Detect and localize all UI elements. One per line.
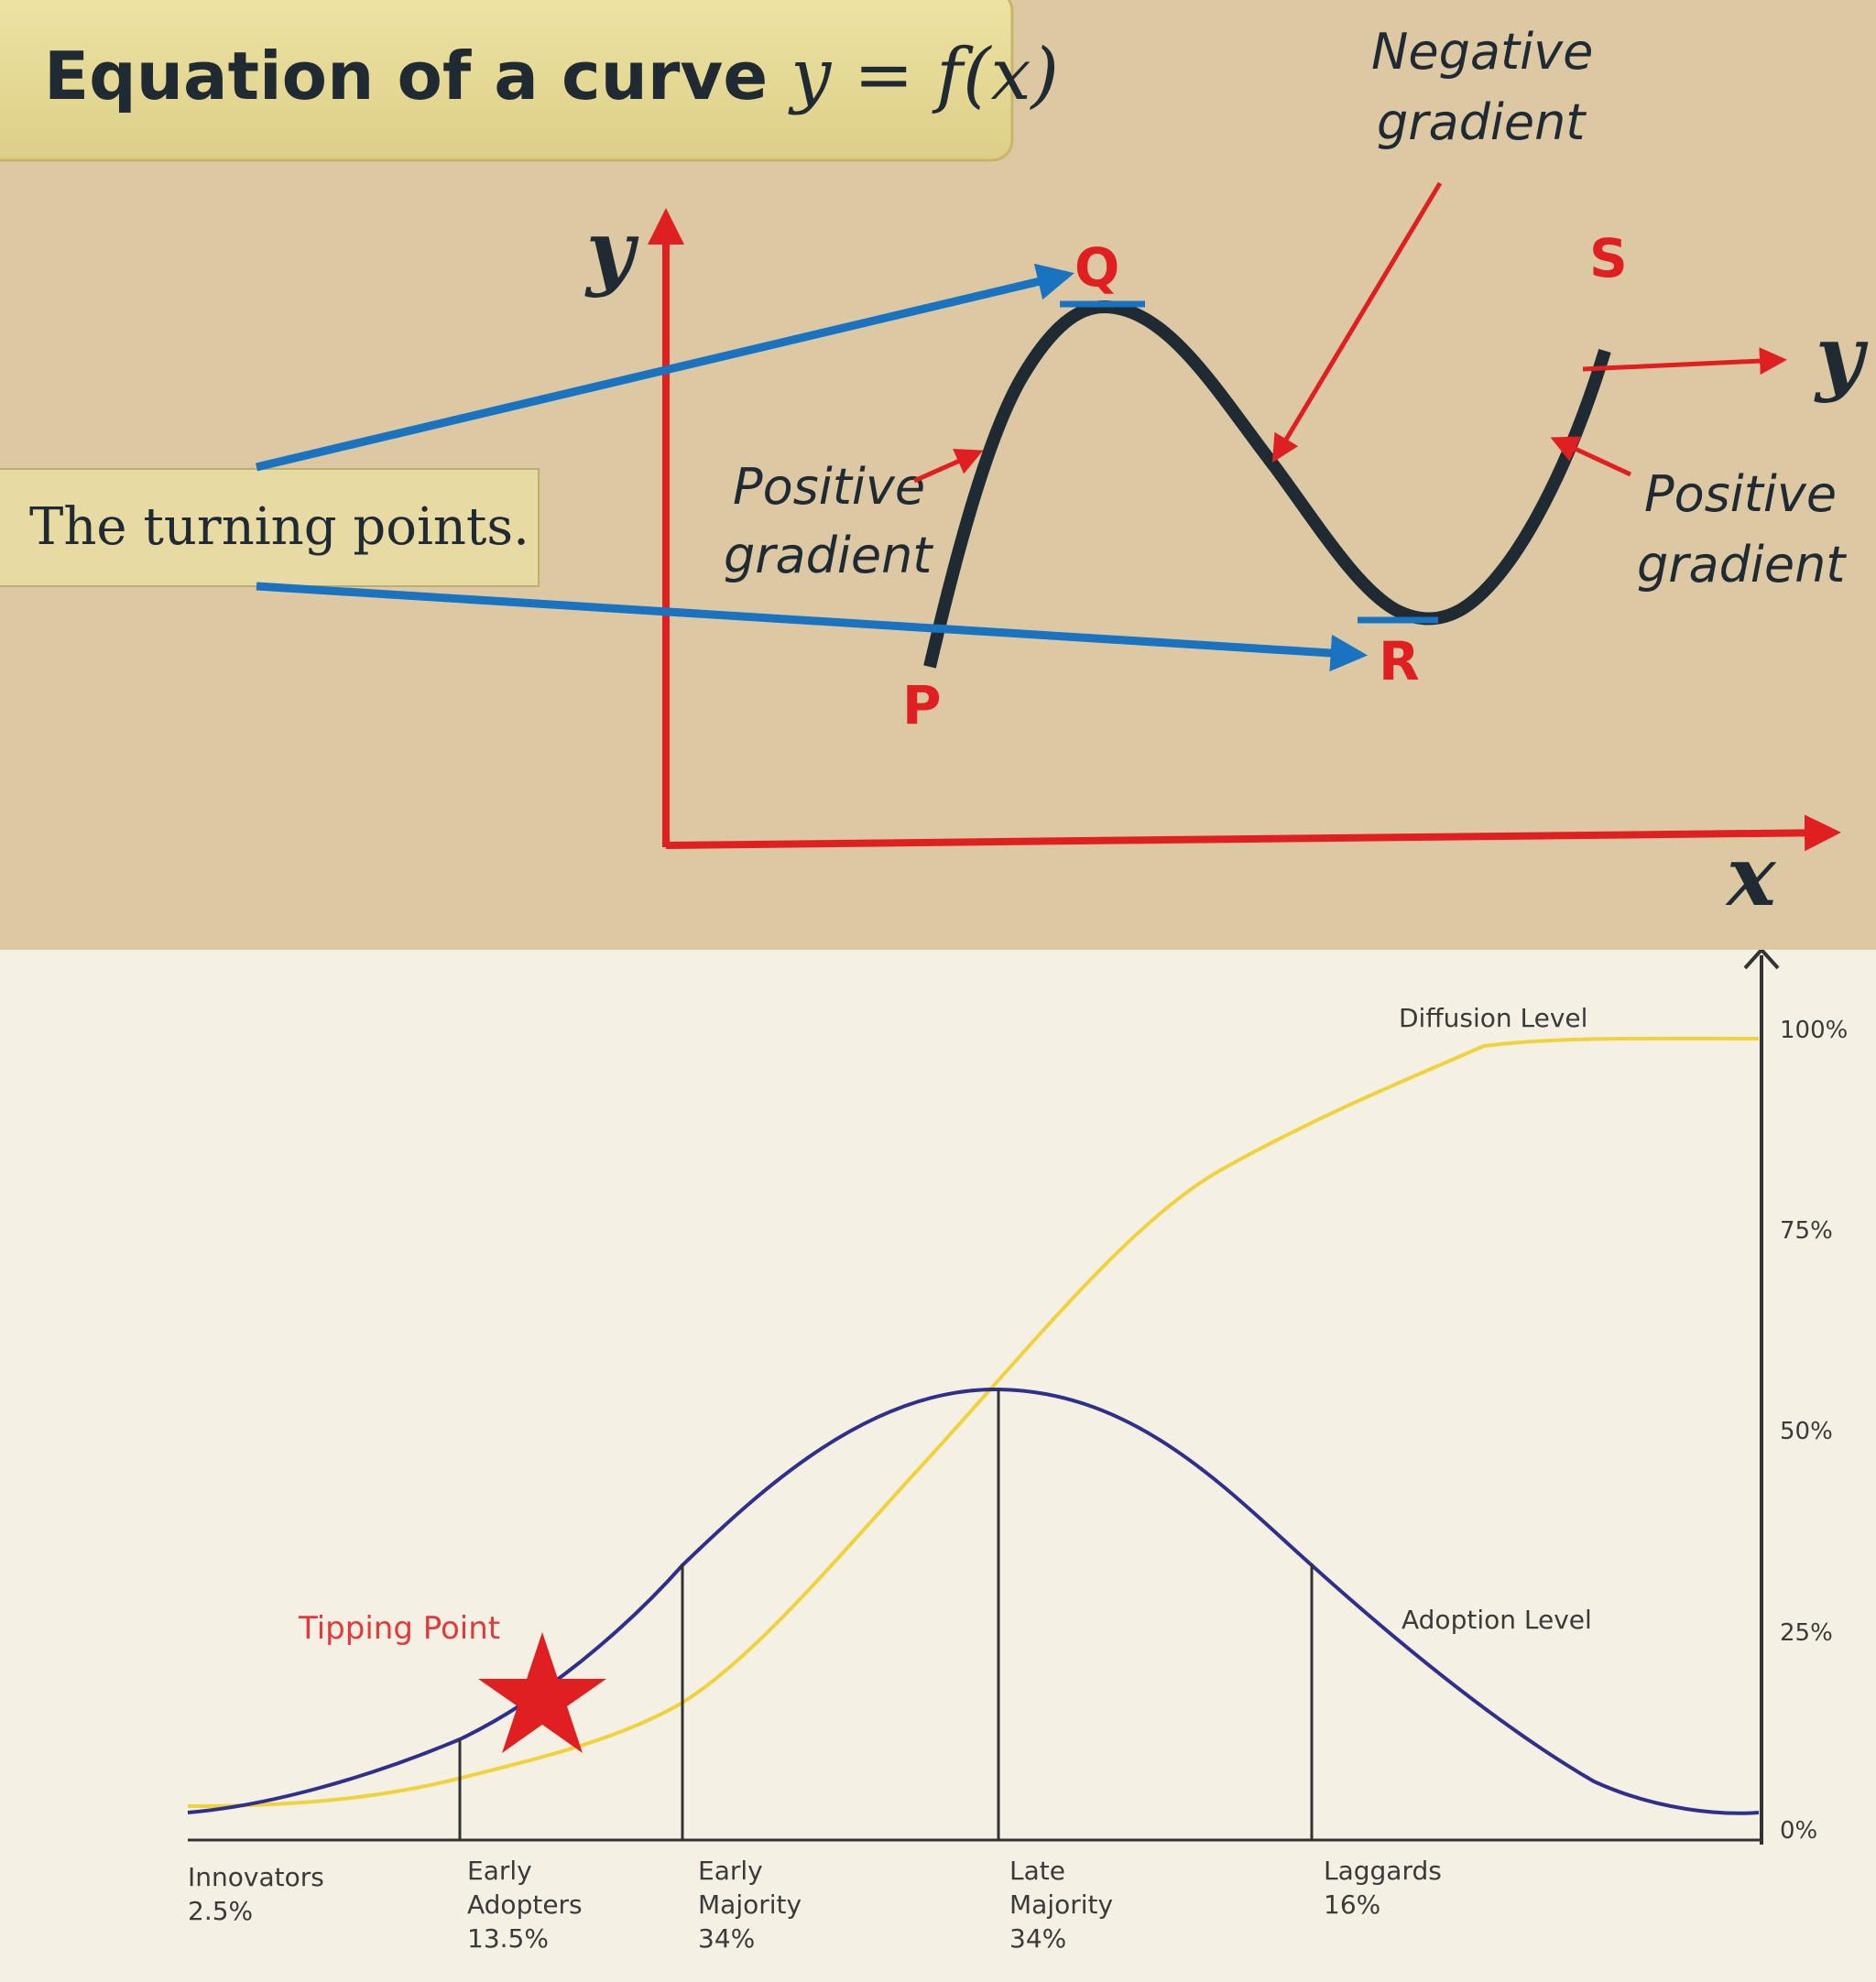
right-y-arrow <box>1582 347 1787 376</box>
x-axis-label: x <box>1725 828 1777 925</box>
category-laggards-line1: Laggards <box>1324 1856 1442 1886</box>
arrow-to-q <box>255 263 1074 472</box>
negative-gradient-arrow <box>1271 181 1443 463</box>
category-late-majority-line3: 34% <box>1009 1923 1066 1954</box>
category-late-majority: Late Majority 34% <box>1009 1856 1113 1954</box>
diffusion-level-label: Diffusion Level <box>1399 1003 1587 1033</box>
category-late-majority-line1: Late <box>1009 1856 1065 1886</box>
y-axis-label: y <box>584 202 639 299</box>
tipping-point-label: Tipping Point <box>298 1610 500 1647</box>
diffusion-curve <box>187 1036 1760 1808</box>
positive-gradient-right-line2: gradient <box>1637 536 1847 594</box>
positive-gradient-right-arrow <box>1550 436 1632 477</box>
category-innovators-line1: Innovators <box>188 1862 324 1892</box>
diffusion-chart: 100% 75% 50% 25% 0% Tipping Point Diffus… <box>187 950 1848 1954</box>
curve-diagram-panel: Equation of a curve y = f(x) The turning… <box>0 0 1876 950</box>
turning-points-label: The turning points. <box>29 497 529 557</box>
point-r-label: R <box>1379 630 1420 692</box>
negative-gradient-line2: gradient <box>1377 93 1587 151</box>
category-laggards: Laggards 16% <box>1324 1856 1442 1920</box>
category-early-adopters-line3: 13.5% <box>467 1923 549 1954</box>
category-innovators-line2: 2.5% <box>188 1896 253 1926</box>
category-early-majority-line3: 34% <box>698 1923 755 1954</box>
category-early-majority-line2: Majority <box>698 1889 802 1920</box>
tipping-point-star <box>478 1632 606 1753</box>
positive-gradient-right-line1: Positive <box>1644 465 1837 523</box>
curve-diagram: Equation of a curve y = f(x) The turning… <box>0 0 1869 925</box>
y-tick-50: 50% <box>1780 1418 1833 1445</box>
positive-gradient-left-line1: Positive <box>733 458 925 516</box>
positive-gradient-left-line2: gradient <box>724 527 933 584</box>
y-tick-100: 100% <box>1780 1017 1848 1044</box>
turning-points-box: The turning points. <box>0 468 540 587</box>
category-early-adopters-line2: Adopters <box>467 1889 583 1920</box>
point-s-label: S <box>1589 227 1628 289</box>
category-early-majority: Early Majority 34% <box>698 1856 802 1954</box>
title: Equation of a curve y = f(x) <box>44 34 1059 116</box>
diffusion-chart-panel: 100% 75% 50% 25% 0% Tipping Point Diffus… <box>0 950 1876 1982</box>
category-late-majority-line2: Majority <box>1009 1889 1113 1920</box>
point-p-label: P <box>902 674 942 736</box>
right-y-label: y <box>1814 308 1869 405</box>
title-box: Equation of a curve y = f(x) <box>0 0 1059 162</box>
negative-gradient-line1: Negative <box>1371 23 1593 81</box>
title-prefix: Equation of a curve <box>44 38 791 114</box>
category-innovators: Innovators 2.5% <box>188 1862 324 1926</box>
percent-axis-arrow <box>1743 950 1780 970</box>
adoption-curve <box>187 1387 1760 1815</box>
title-math: y = f(x) <box>788 34 1059 116</box>
category-early-adopters: Early Adopters 13.5% <box>467 1856 583 1954</box>
positive-gradient-left-arrow <box>912 449 984 484</box>
function-curve <box>923 299 1611 669</box>
x-axis <box>665 814 1841 852</box>
category-laggards-line2: 16% <box>1324 1889 1380 1920</box>
category-early-majority-line1: Early <box>698 1856 763 1886</box>
adoption-level-label: Adoption Level <box>1402 1605 1592 1635</box>
category-early-adopters-line1: Early <box>467 1856 532 1886</box>
point-q-label: Q <box>1074 236 1119 299</box>
arrow-to-r <box>256 582 1369 672</box>
y-tick-0: 0% <box>1780 1817 1817 1845</box>
y-tick-75: 75% <box>1780 1217 1833 1245</box>
y-tick-25: 25% <box>1780 1619 1833 1647</box>
